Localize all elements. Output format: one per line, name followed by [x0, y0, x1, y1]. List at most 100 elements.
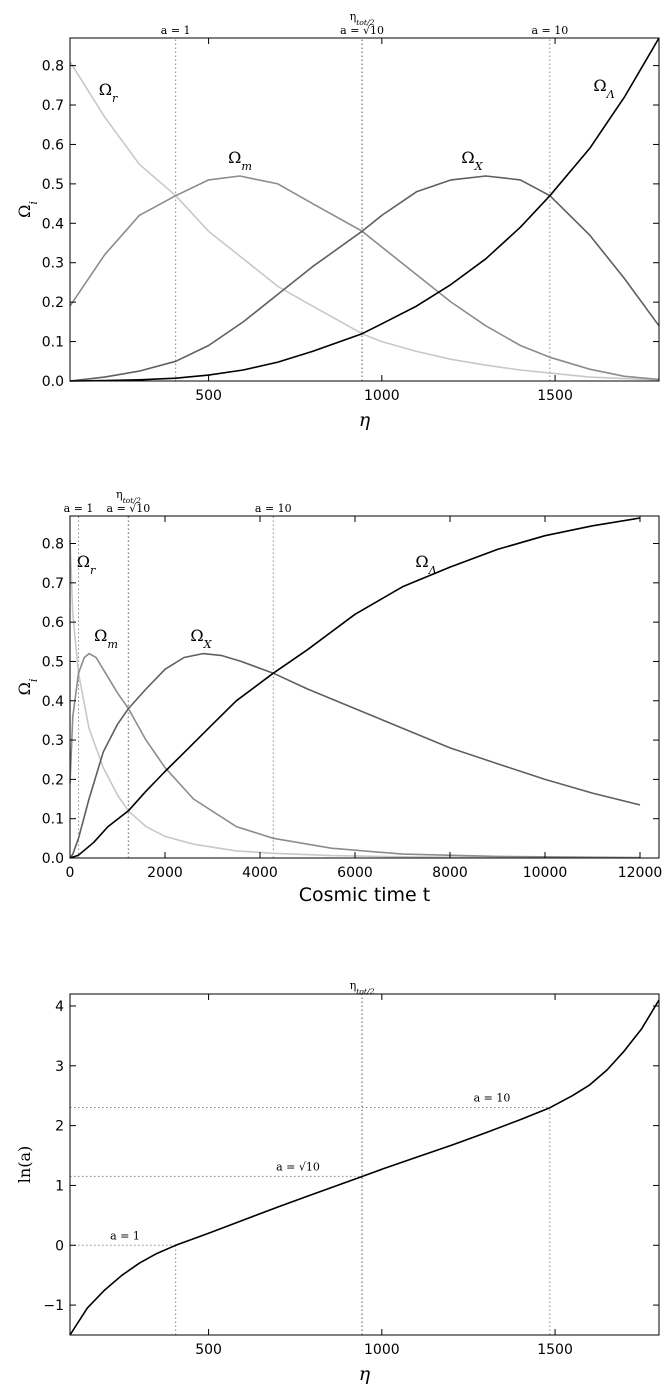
- x-tick-label: 500: [195, 1342, 222, 1358]
- reference-vline-label-main: a = √10: [340, 24, 384, 37]
- reference-vline-label2: ηtot/2: [116, 488, 141, 505]
- y-tick-label: 0.5: [42, 654, 64, 670]
- reference-vline-label-main: a = 10: [531, 24, 568, 37]
- series-line-3: [69, 175, 660, 382]
- y-axis-label: Ωi: [15, 678, 40, 695]
- y-axis-label-group: Ωi: [15, 678, 40, 695]
- reference-vline-label-main: a = √10: [107, 502, 151, 515]
- reference-vline-label2-sub: tot/2: [356, 987, 374, 996]
- reference-vline-label2-sub: tot/2: [123, 496, 141, 505]
- reference-hline-label-main: a = 10: [474, 1092, 511, 1105]
- reference-vline-label2: ηtot/2: [350, 979, 375, 996]
- y-tick-label: −1: [43, 1298, 64, 1314]
- plot-frame: [69, 37, 660, 382]
- curve-label: Ωm: [228, 148, 252, 173]
- curve-label-sub: m: [241, 160, 252, 173]
- y-tick-label: 0.0: [42, 851, 64, 867]
- reference-vline-label-main: a = 1: [64, 502, 94, 515]
- y-tick-label: 3: [55, 1059, 64, 1075]
- x-tick-label: 12000: [618, 865, 662, 881]
- reference-hline-label-main: a = 1: [110, 1229, 140, 1242]
- curve-label-main: Ω: [99, 80, 112, 99]
- y-tick-label: 0.4: [42, 694, 64, 710]
- curve-label-sub: X: [203, 638, 213, 651]
- curve-label-sub: Λ: [428, 564, 437, 577]
- y-axis-label-group: ln(a): [15, 1146, 34, 1183]
- curve-label: ΩΛ: [593, 76, 614, 101]
- curve-label-main: Ω: [190, 626, 203, 645]
- y-tick-label: 0.0: [42, 374, 64, 390]
- x-tick-label: 1000: [364, 1342, 400, 1358]
- curve-label-main: Ω: [461, 148, 474, 167]
- curve-label-sub: X: [474, 160, 484, 173]
- series-line-2: [69, 175, 660, 381]
- reference-vline-label2-main: η: [350, 10, 357, 23]
- x-tick-label: 1000: [364, 388, 400, 404]
- y-tick-label: 1: [55, 1178, 64, 1194]
- reference-vline-label2-sub: tot/2: [356, 18, 374, 27]
- y-tick-label: 0.7: [42, 576, 64, 592]
- y-tick-label: 0: [55, 1238, 64, 1254]
- x-tick-label: 1500: [537, 388, 573, 404]
- series-line-4: [69, 37, 660, 382]
- x-tick-label: 8000: [432, 865, 468, 881]
- series-line-1: [69, 999, 660, 1336]
- y-tick-label: 4: [55, 999, 64, 1015]
- y-tick-label: 0.3: [42, 733, 64, 749]
- curve-label-main: Ω: [415, 552, 428, 571]
- y-tick-label: 0.7: [42, 98, 64, 114]
- y-tick-label: 0.6: [42, 615, 64, 631]
- x-axis-label: Cosmic time t: [299, 884, 430, 906]
- reference-vline-label2: ηtot/2: [350, 10, 375, 27]
- y-axis-label: Ωi: [15, 201, 40, 218]
- x-tick-label: 10000: [523, 865, 568, 881]
- y-axis-label-main: Ω: [15, 682, 34, 695]
- reference-vline-label: a = 1: [161, 24, 191, 37]
- y-tick-label: 0.4: [42, 216, 64, 232]
- y-tick-label: 0.1: [42, 335, 64, 351]
- y-axis-label-main: Ω: [15, 205, 34, 218]
- y-tick-label: 0.2: [42, 295, 64, 311]
- y-axis-label: ln(a): [15, 1146, 34, 1183]
- y-tick-label: 2: [55, 1119, 64, 1135]
- series-line-1: [69, 61, 660, 381]
- curve-label-sub: r: [112, 92, 118, 105]
- reference-hline-label: a = 10: [474, 1092, 511, 1105]
- y-tick-label: 0.6: [42, 137, 64, 153]
- reference-vline-label: a = 10: [531, 24, 568, 37]
- curve-label: ΩX: [461, 148, 483, 173]
- curve-label-main: Ω: [593, 76, 606, 95]
- x-tick-label: 0: [66, 865, 75, 881]
- series-line-1: [69, 539, 641, 859]
- series-line-4: [69, 517, 641, 859]
- curve-label: ΩX: [190, 626, 212, 651]
- reference-vline-label2-main: η: [350, 979, 357, 992]
- x-axis-label: η: [359, 1363, 371, 1385]
- reference-hline-label: a = √10: [276, 1160, 320, 1173]
- x-tick-label: 500: [195, 388, 222, 404]
- x-tick-label: 6000: [337, 865, 373, 881]
- y-axis-label-sub: i: [27, 201, 40, 205]
- x-tick-label: 4000: [242, 865, 278, 881]
- x-axis-label: η: [359, 409, 371, 431]
- curve-label-main: Ω: [228, 148, 241, 167]
- curve-label-sub: m: [107, 638, 118, 651]
- series-line-2: [69, 652, 641, 859]
- reference-vline-label: a = 10: [255, 502, 292, 515]
- curve-label: Ωm: [94, 626, 118, 651]
- curve-label: Ωr: [77, 552, 96, 577]
- reference-vline-label-main: a = 10: [255, 502, 292, 515]
- y-tick-label: 0.5: [42, 177, 64, 193]
- curve-label: Ωr: [99, 80, 118, 105]
- reference-hline-label: a = 1: [110, 1229, 140, 1242]
- reference-vline-label: a = √10: [107, 502, 151, 515]
- reference-hline-label-main: a = √10: [276, 1160, 320, 1173]
- plot-frame: [69, 993, 660, 1336]
- reference-vline-label-main: a = 1: [161, 24, 191, 37]
- series-line-3: [69, 652, 641, 859]
- y-axis-label-sub: i: [27, 678, 40, 682]
